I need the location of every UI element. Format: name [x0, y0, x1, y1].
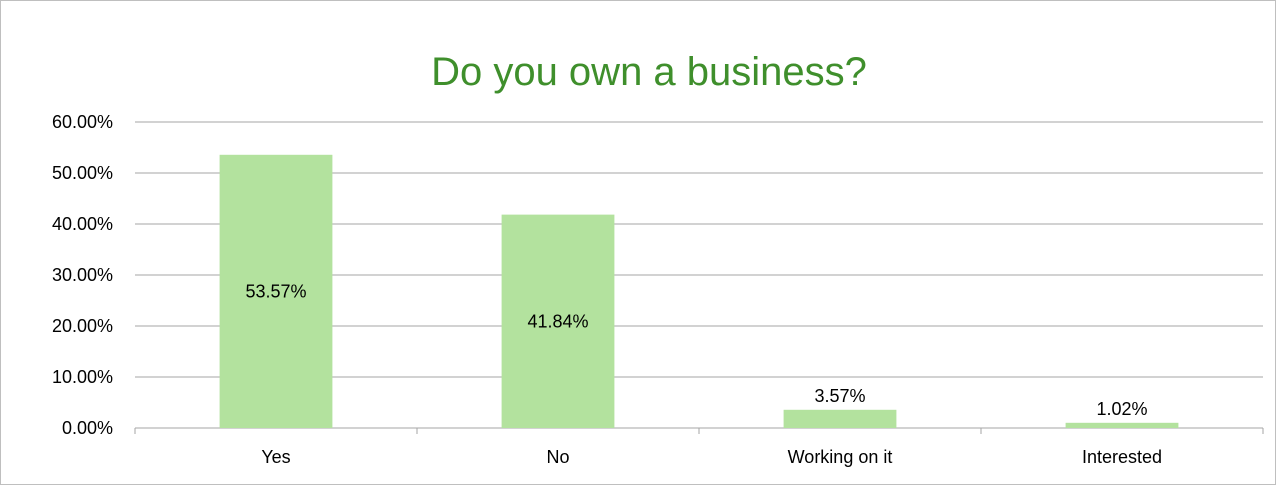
- data-labels: 53.57% 41.84% 3.57% 1.02%: [245, 281, 1147, 418]
- y-tick-label: 40.00%: [52, 214, 113, 234]
- y-tick-label: 60.00%: [52, 112, 113, 132]
- x-tick-label: Yes: [261, 447, 290, 467]
- x-tick-label: Working on it: [788, 447, 893, 467]
- data-label: 1.02%: [1096, 399, 1147, 419]
- bar-interested: [1065, 422, 1179, 428]
- chart-title: Do you own a business?: [431, 50, 867, 94]
- data-label: 3.57%: [814, 386, 865, 406]
- y-tick-label: 50.00%: [52, 163, 113, 183]
- y-axis-tick-labels: 0.00% 10.00% 20.00% 30.00% 40.00% 50.00% 60.00…: [52, 112, 113, 438]
- bar-no: [501, 214, 615, 428]
- data-label: 53.57%: [245, 281, 306, 301]
- bars: [219, 154, 1179, 428]
- y-tick-label: 0.00%: [62, 418, 113, 438]
- y-tick-label: 20.00%: [52, 316, 113, 336]
- y-tick-label: 30.00%: [52, 265, 113, 285]
- bar-yes: [219, 154, 333, 428]
- data-label: 41.84%: [527, 311, 588, 331]
- bar-working-on-it: [783, 409, 897, 428]
- y-tick-label: 10.00%: [52, 367, 113, 387]
- x-tick-label: Interested: [1082, 447, 1162, 467]
- x-tick-label: No: [546, 447, 569, 467]
- x-axis: Yes No Working on it Interested: [134, 428, 1264, 467]
